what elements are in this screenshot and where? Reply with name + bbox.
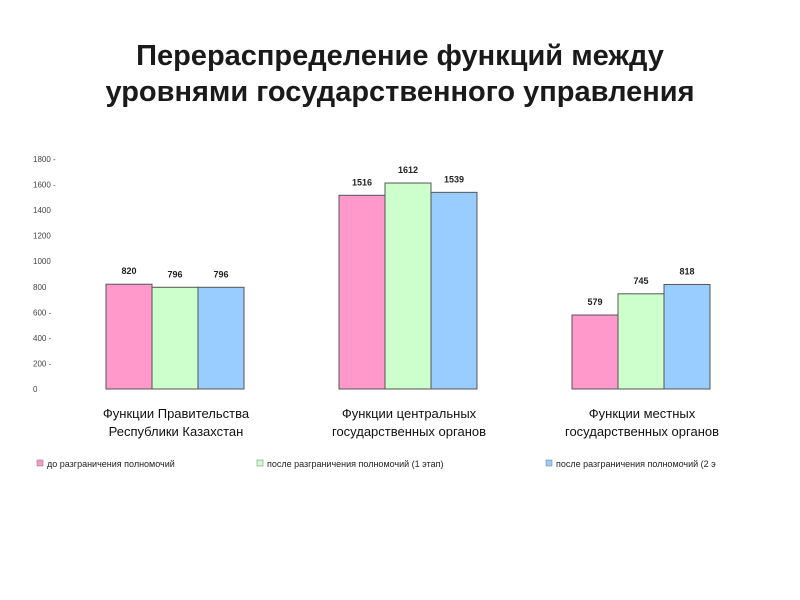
data-label: 1612 <box>398 165 418 175</box>
category-label: Республики Казахстан <box>109 424 244 439</box>
y-tick-label: 600 - <box>33 308 52 317</box>
bar-1-3 <box>571 314 619 390</box>
y-tick-label: 200 - <box>33 359 52 368</box>
data-label: 1516 <box>352 177 372 187</box>
legend-swatch <box>36 459 44 467</box>
y-tick-label: 1800 - <box>33 155 56 164</box>
data-label: 1539 <box>444 174 464 184</box>
y-tick-label: 0 <box>33 385 38 394</box>
chart-title-line-2: уровнями государственного управления <box>105 76 695 108</box>
legend-label: после разграничения полномочий (1 этап) <box>267 459 443 469</box>
data-label: 796 <box>167 269 182 279</box>
legend-swatch <box>545 459 553 467</box>
y-tick-label: 1200 <box>33 232 51 241</box>
category-label: государственных органов <box>332 424 486 439</box>
bar-1-2 <box>338 194 386 390</box>
bar-2-3 <box>617 293 665 390</box>
category-label: Функции местных <box>589 406 696 421</box>
bar-3-1 <box>197 286 245 390</box>
chart-title-line-1: Перераспределение функций между <box>136 40 664 72</box>
category-label: Функции Правительства <box>103 406 250 421</box>
category-label: государственных органов <box>565 424 719 439</box>
legend-swatch <box>256 459 264 467</box>
data-label: 745 <box>633 276 648 286</box>
bar-3-3 <box>663 283 711 390</box>
y-tick-label: 1600 - <box>33 181 56 190</box>
y-tick-label: 400 - <box>33 334 52 343</box>
bar-3-2 <box>430 191 478 390</box>
bar-2-2 <box>384 182 432 390</box>
y-tick-label: 1000 <box>33 257 51 266</box>
data-label: 796 <box>213 269 228 279</box>
y-tick-label: 800 <box>33 283 47 292</box>
data-label: 818 <box>679 266 694 276</box>
bar-1-1 <box>105 283 153 390</box>
data-label: 820 <box>121 266 136 276</box>
legend-label: после разграничения полномочий (2 э <box>556 459 716 469</box>
data-label: 579 <box>587 297 602 307</box>
category-label: Функции центральных <box>342 406 477 421</box>
bar-2-1 <box>151 286 199 390</box>
legend-label: до разграничения полномочий <box>47 459 175 469</box>
y-tick-label: 1400 <box>33 206 51 215</box>
chart-title: Перераспределение функций между уровнями… <box>0 38 800 110</box>
